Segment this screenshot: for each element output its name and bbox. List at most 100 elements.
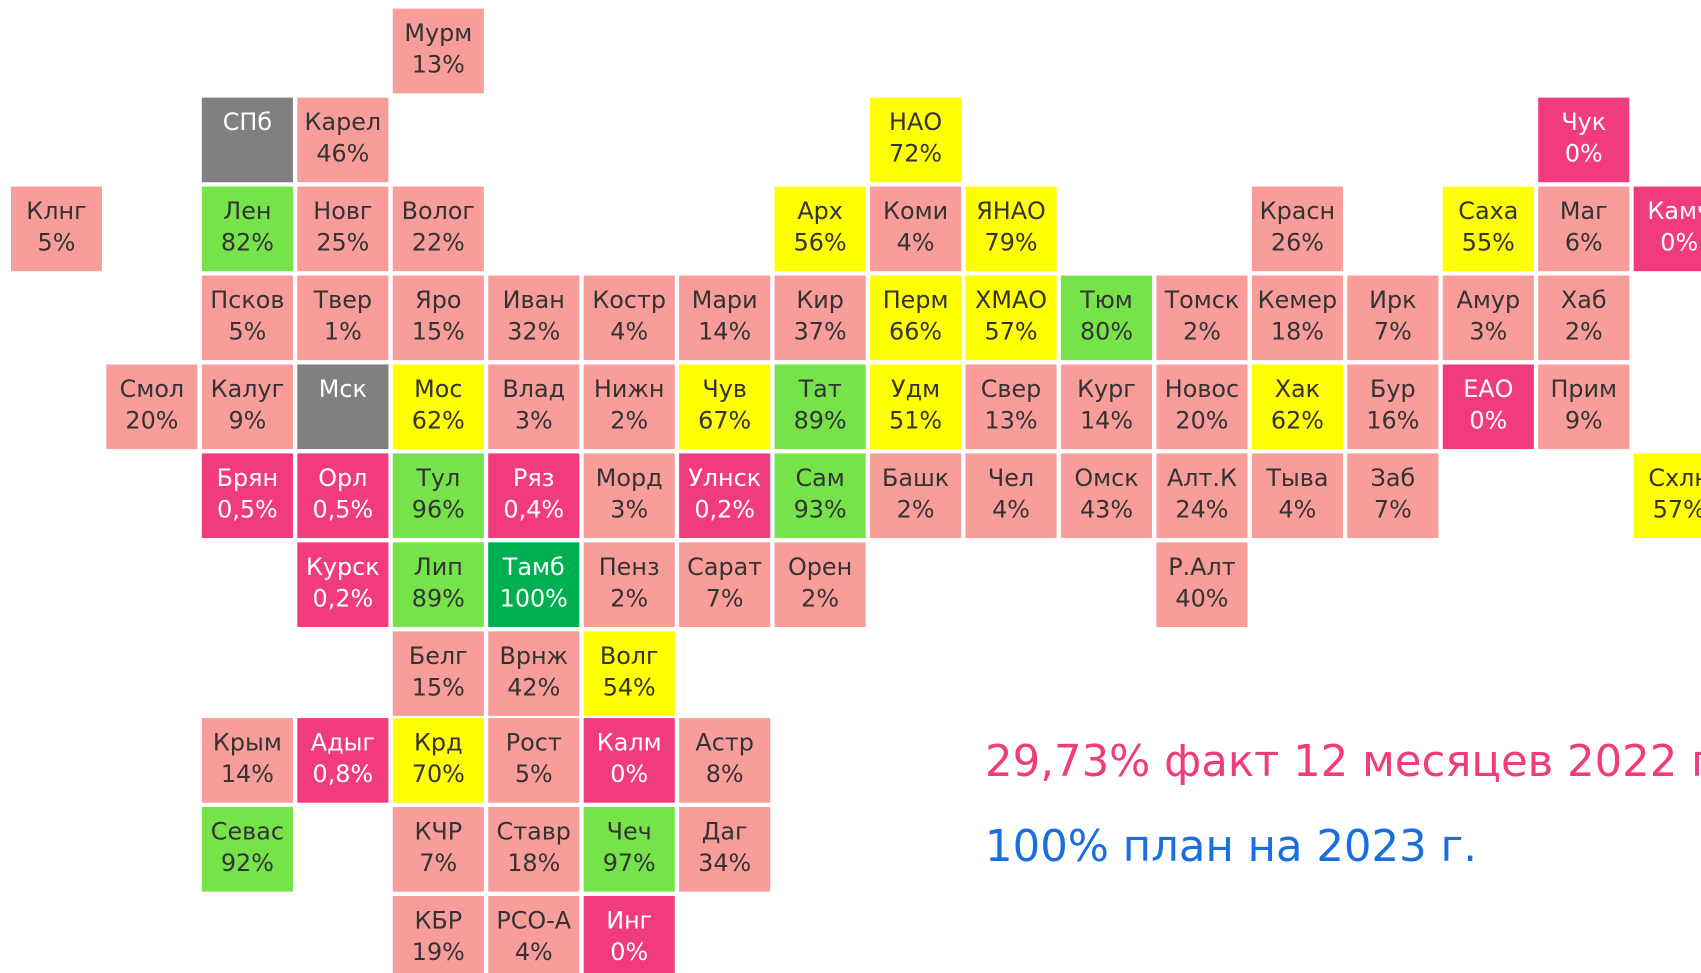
- tile: [774, 186, 866, 272]
- tile: [1251, 364, 1343, 450]
- tile: [201, 275, 293, 361]
- tile-value: 22%: [412, 229, 465, 257]
- tile-label: Брян: [217, 464, 278, 492]
- tile: [201, 718, 293, 803]
- tile-value: 9%: [228, 406, 266, 434]
- tile-value: 93%: [794, 495, 847, 523]
- tile-label: Твер: [313, 286, 372, 314]
- tile: [679, 807, 771, 892]
- tile-label: Заб: [1371, 464, 1416, 492]
- tile-value: 14%: [698, 318, 751, 346]
- tile-value: 67%: [698, 406, 751, 434]
- tile: [10, 186, 103, 272]
- tile-value: 1%: [324, 318, 362, 346]
- tile-label: Новг: [313, 197, 372, 225]
- note: 29,73% факт 12 месяцев 2022 г.: [985, 737, 1701, 787]
- tile: [297, 97, 389, 183]
- tile-value: 55%: [1462, 229, 1515, 257]
- tile: [392, 542, 484, 627]
- tile-label: Рост: [506, 729, 562, 757]
- tile-label: Башк: [882, 464, 949, 492]
- tile: [392, 275, 484, 361]
- tile: [965, 453, 1057, 539]
- tile-value: 89%: [412, 584, 465, 612]
- tile: [297, 453, 389, 539]
- tile-value: 100%: [500, 584, 568, 612]
- tile-label: Карел: [305, 108, 382, 136]
- tile: [870, 275, 962, 361]
- tile-label: Костр: [592, 286, 666, 314]
- tile: [679, 453, 771, 539]
- tile-label: Чеч: [607, 818, 652, 846]
- tile: [1538, 186, 1630, 272]
- tile: [583, 275, 675, 361]
- tile-label: Крд: [414, 729, 463, 757]
- tile-label: Морд: [596, 464, 663, 492]
- tile: [774, 275, 866, 361]
- tile-value: 97%: [603, 849, 656, 877]
- tile: [965, 364, 1057, 450]
- tile: [1156, 275, 1248, 361]
- tile-label: Волог: [402, 197, 475, 225]
- tile-value: 3%: [1469, 318, 1507, 346]
- tile-label: Влад: [502, 375, 565, 403]
- tile: [488, 718, 580, 803]
- tile-label: Прим: [1550, 375, 1617, 403]
- tile: [297, 718, 389, 803]
- tile-label: Тюм: [1079, 286, 1133, 314]
- tile: [1442, 364, 1534, 450]
- tile-value: 43%: [1080, 495, 1133, 523]
- tile-label: Тамб: [502, 553, 565, 581]
- tile-label: Томск: [1164, 286, 1240, 314]
- tile: [392, 364, 484, 450]
- tile: [1442, 275, 1534, 361]
- tile: [870, 364, 962, 450]
- tile-value: 20%: [1175, 406, 1228, 434]
- tile-value: 18%: [507, 849, 560, 877]
- tile-value: 80%: [1080, 318, 1133, 346]
- tile-label: Курск: [306, 553, 380, 581]
- tile: [488, 364, 580, 450]
- tile: [106, 364, 198, 450]
- tile-label: КБР: [414, 907, 462, 935]
- tile-label: Орен: [788, 553, 852, 581]
- tile: [1060, 364, 1153, 450]
- tile-label: СПб: [223, 108, 272, 136]
- tile-value: 14%: [221, 760, 274, 788]
- tile: [201, 453, 293, 539]
- tile: [1538, 275, 1630, 361]
- tile-value: 2%: [1565, 318, 1603, 346]
- tile-label: Яро: [415, 286, 461, 314]
- tile: [1633, 453, 1701, 539]
- tile-value: 0%: [610, 938, 648, 966]
- tile: [1251, 453, 1343, 539]
- tile-label: Хак: [1275, 375, 1320, 403]
- tile-value: 16%: [1366, 406, 1419, 434]
- tile-label: Саха: [1458, 197, 1518, 225]
- tile-label: Калм: [597, 729, 662, 757]
- tile-label: Свер: [981, 375, 1042, 403]
- tile-value: 0,4%: [503, 495, 564, 523]
- tile: [583, 542, 675, 627]
- tile-value: 79%: [985, 229, 1038, 257]
- tile-value: 34%: [698, 849, 751, 877]
- tile-value: 7%: [419, 849, 457, 877]
- tile-value: 82%: [221, 229, 274, 257]
- tile-label: Ирк: [1369, 286, 1416, 314]
- tile: [1156, 542, 1248, 627]
- tile: [201, 364, 293, 450]
- tile: [488, 631, 580, 716]
- tile-value: 7%: [1374, 318, 1412, 346]
- tile-label: Лип: [414, 553, 463, 581]
- tile-label: Тат: [798, 375, 842, 403]
- tile: [392, 718, 484, 803]
- tile: [201, 186, 293, 272]
- tile-value: 32%: [507, 318, 560, 346]
- tile-label: ХМАО: [975, 286, 1047, 314]
- tile: [870, 186, 962, 272]
- tile-value: 2%: [1183, 318, 1221, 346]
- tile: [1156, 364, 1248, 450]
- tile: [1060, 453, 1153, 539]
- tile-value: 96%: [412, 495, 465, 523]
